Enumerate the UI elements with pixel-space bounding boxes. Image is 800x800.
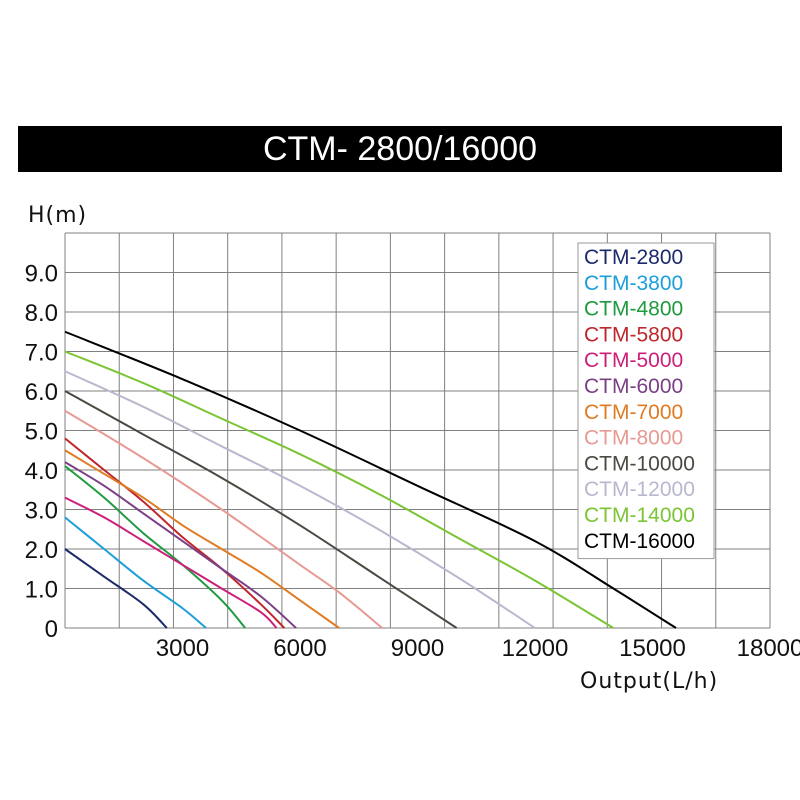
legend-entry: CTM-8000 — [584, 427, 683, 450]
y-tick-label: 0 — [45, 616, 58, 643]
legend-entry: CTM-6000 — [584, 375, 683, 398]
series-line-ctm-2800 — [64, 548, 168, 629]
y-tick-label: 2.0 — [25, 537, 58, 564]
series-line-ctm-5000 — [64, 496, 278, 629]
legend-box — [577, 242, 715, 560]
series-line-ctm-12000 — [64, 370, 536, 629]
legend-entry: CTM-7000 — [584, 401, 683, 424]
legend-entry: CTM-3800 — [584, 272, 683, 295]
x-axis-label: Output(L/h) — [580, 669, 718, 694]
y-tick-label: 8.0 — [25, 300, 58, 327]
series-lines — [64, 330, 677, 629]
x-tick-label: 15000 — [619, 635, 686, 662]
series-line-ctm-3800 — [64, 516, 207, 629]
series-line-ctm-7000 — [64, 449, 340, 629]
tick-labels: 0 1.0 2.0 3.0 4.0 5.0 6.0 7.0 8.0 9.0 3000 6000 9000… — [25, 261, 800, 663]
y-tick-label: 5.0 — [25, 419, 58, 446]
legend-entry: CTM-5000 — [584, 349, 683, 372]
series-line-ctm-8000 — [64, 409, 383, 629]
legend-entry: CTM-14000 — [584, 504, 695, 527]
y-tick-label: 9.0 — [25, 261, 58, 288]
y-tick-label: 1.0 — [25, 577, 58, 604]
series-line-ctm-4800 — [64, 465, 246, 629]
series-line-ctm-5800 — [64, 437, 286, 629]
legend-entry: CTM-12000 — [584, 478, 695, 501]
series-line-ctm-16000 — [64, 330, 677, 629]
x-tick-label: 18000 — [737, 635, 800, 662]
series-line-ctm-10000 — [64, 390, 458, 629]
y-tick-label: 3.0 — [25, 498, 58, 525]
x-tick-label: 6000 — [273, 635, 326, 662]
chart-title: CTM- 2800/16000 — [18, 126, 782, 172]
legend-entry: CTM-4800 — [584, 298, 683, 321]
x-tick-label: 12000 — [502, 635, 569, 662]
series-line-ctm-14000 — [64, 350, 614, 629]
y-tick-label: 6.0 — [25, 379, 58, 406]
y-tick-label: 4.0 — [25, 458, 58, 485]
x-tick-label: 9000 — [391, 635, 444, 662]
y-tick-label: 7.0 — [25, 340, 58, 367]
legend-entry: CTM-16000 — [584, 530, 695, 553]
series-line-ctm-6000 — [64, 461, 297, 629]
legend-entry: CTM-5800 — [584, 323, 683, 346]
x-tick-label: 3000 — [156, 635, 209, 662]
legend-entry: CTM-10000 — [584, 452, 695, 475]
y-axis-label: H(m) — [28, 203, 87, 228]
legend-entry: CTM-2800 — [584, 246, 683, 269]
